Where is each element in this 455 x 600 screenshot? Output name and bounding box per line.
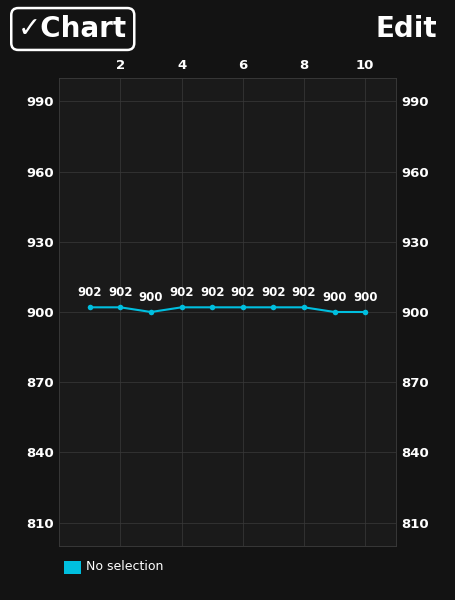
Point: [178, 302, 185, 312]
Point: [362, 307, 369, 317]
Text: 902: 902: [231, 286, 255, 299]
Point: [208, 302, 216, 312]
Point: [147, 307, 155, 317]
Point: [331, 307, 338, 317]
Point: [117, 302, 124, 312]
Text: 900: 900: [139, 291, 163, 304]
Point: [300, 302, 308, 312]
Text: 900: 900: [323, 291, 347, 304]
Text: 902: 902: [169, 286, 194, 299]
Text: 902: 902: [108, 286, 132, 299]
Text: 902: 902: [200, 286, 224, 299]
Point: [239, 302, 247, 312]
Text: Edit: Edit: [375, 15, 437, 43]
Text: ✓Chart: ✓Chart: [18, 15, 127, 43]
Text: 900: 900: [353, 291, 378, 304]
Point: [86, 302, 93, 312]
Text: 902: 902: [292, 286, 316, 299]
Text: No selection: No selection: [86, 560, 163, 573]
Point: [270, 302, 277, 312]
Text: 902: 902: [77, 286, 102, 299]
Text: 902: 902: [261, 286, 286, 299]
